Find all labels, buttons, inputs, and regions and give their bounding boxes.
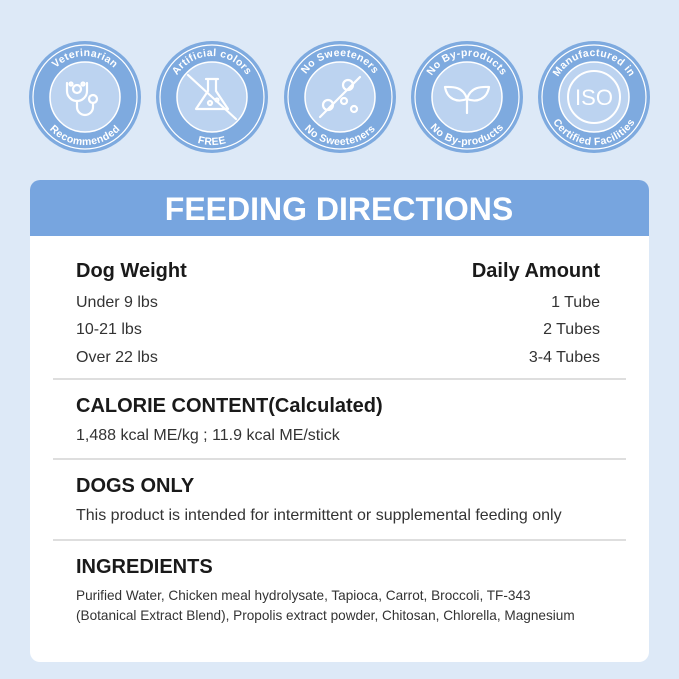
table-header: Daily Amount — [472, 260, 600, 282]
sweetener-icon — [318, 75, 362, 119]
table-header: Dog Weight — [76, 260, 187, 282]
badge: Artificial colors FREE — [156, 41, 268, 153]
card-header — [30, 180, 649, 236]
card-title: FEEDING DIRECTIONS — [165, 191, 513, 227]
badge: Veterinarian Recommended — [29, 41, 141, 153]
section-heading: CALORIE CONTENT(Calculated) — [76, 395, 383, 417]
table-cell: 1 Tube — [551, 294, 600, 311]
paw-icon — [65, 81, 99, 117]
badge: No By-products No By-products — [411, 41, 523, 153]
section-text: (Botanical Extract Blend), Propolis extr… — [76, 608, 575, 623]
section-heading: INGREDIENTS — [76, 556, 213, 578]
badge: No Sweeteners No Sweeteners — [284, 41, 396, 153]
iso-label: ISO — [575, 85, 613, 110]
section-text: 1,488 kcal ME/kg ; 11.9 kcal ME/stick — [76, 427, 341, 444]
section-heading: DOGS ONLY — [76, 475, 195, 497]
badge: Manufactured in Certified Facilities ISO — [538, 41, 650, 153]
table-cell: 10-21 lbs — [76, 321, 142, 338]
section-text: This product is intended for intermitten… — [76, 507, 562, 524]
table-cell: Over 22 lbs — [76, 349, 158, 366]
flask-icon — [186, 73, 238, 121]
card-body — [30, 180, 649, 662]
table-cell: 3-4 Tubes — [529, 349, 600, 366]
section-text: Purified Water, Chicken meal hydrolysate… — [76, 588, 531, 603]
table-cell: 2 Tubes — [543, 321, 600, 338]
card: FEEDING DIRECTIONS Dog Weight Daily Amou… — [30, 180, 649, 662]
badges: Veterinarian Recommended Artificial colo… — [29, 41, 650, 153]
leaf-icon — [443, 85, 491, 115]
table-cell: Under 9 lbs — [76, 294, 158, 311]
